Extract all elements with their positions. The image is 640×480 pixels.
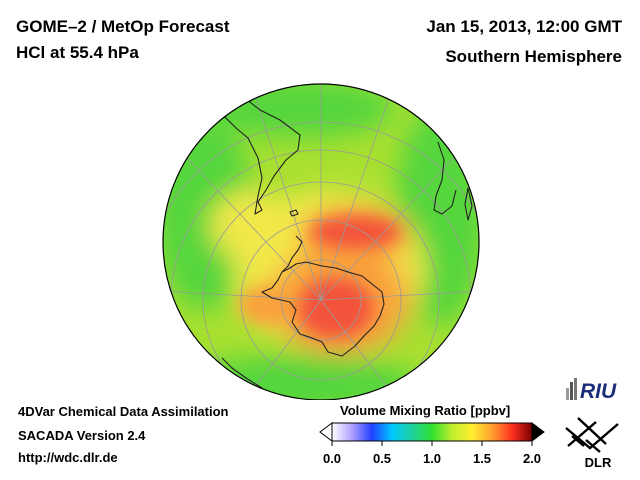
colorbar-tick: 1.0 [422,451,442,466]
tasmania-coast [251,393,261,400]
antarctica-coast [261,261,385,357]
hemisphere-map [162,83,480,400]
dlr-logo-text: DLR [585,455,612,470]
region-label: Southern Hemisphere [445,47,622,66]
colorbar-low-arrow [319,422,333,442]
globe-outline [162,83,480,400]
riu-logo-text: RIU [580,380,617,403]
colorbar [319,422,545,446]
south-america-coast [213,87,301,215]
riu-logo: RIU [566,378,617,403]
madagascar-coast [464,187,473,221]
colorbar-high-arrow [531,422,545,442]
coastlines [189,87,473,400]
footer-version: SACADA Version 2.4 [18,428,146,443]
title-species: HCl at 55.4 hPa [16,43,139,62]
antarctic-peninsula [281,235,303,273]
colorbar-tick: 2.0 [522,451,542,466]
colorbar-tick: 1.5 [472,451,492,466]
concentration-field [163,84,479,400]
footer-url: http://wdc.dlr.de [18,450,118,465]
colorbar-title: Volume Mixing Ratio [ppbv] [340,403,511,418]
dlr-emblem-icon [565,417,619,453]
colorbar-tick: 0.0 [322,451,342,466]
colorbar-tick: 0.5 [372,451,392,466]
footer-method: 4DVar Chemical Data Assimilation [18,404,229,419]
colorbar-gradient [331,422,533,442]
forecast-datetime: Jan 15, 2013, 12:00 GMT [426,17,622,36]
falkland-islands [289,209,299,217]
africa-coast [433,141,457,215]
title-product: GOME–2 / MetOp Forecast [16,17,230,36]
dlr-logo: DLR [565,417,619,470]
